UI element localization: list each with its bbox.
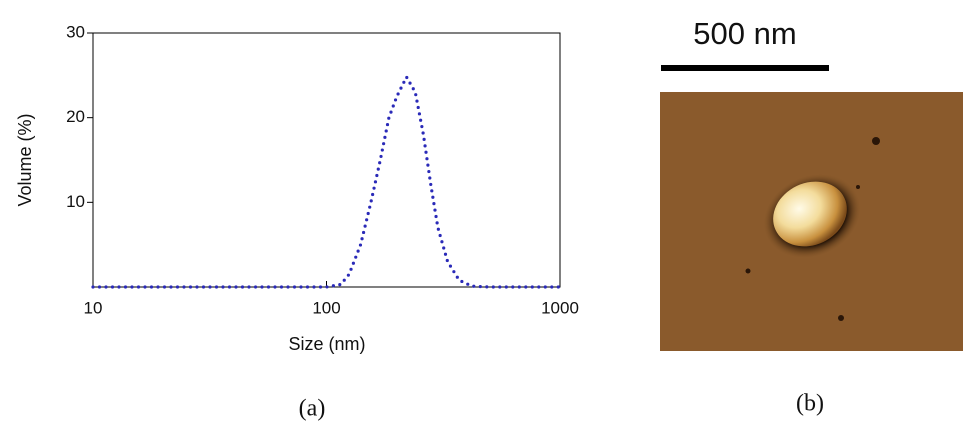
y-axis-label: Volume (%) [15, 113, 35, 206]
afm-image [660, 92, 963, 351]
y-tick-label: 30 [66, 22, 85, 41]
scale-bar [661, 65, 829, 71]
x-tick-label: 100 [312, 298, 340, 317]
y-tick-label: 10 [66, 192, 85, 211]
plot-frame [92, 32, 561, 288]
y-tick-label: 20 [66, 107, 85, 126]
x-tick-label: 1000 [541, 298, 579, 317]
x-axis-label: Size (nm) [288, 334, 365, 354]
x-tick-label: 10 [84, 298, 103, 317]
panel-label: (a) [299, 396, 326, 422]
scale-bar-label: 500 nm [693, 16, 796, 51]
panel-label: (b) [796, 391, 824, 417]
data-line [91, 73, 562, 289]
